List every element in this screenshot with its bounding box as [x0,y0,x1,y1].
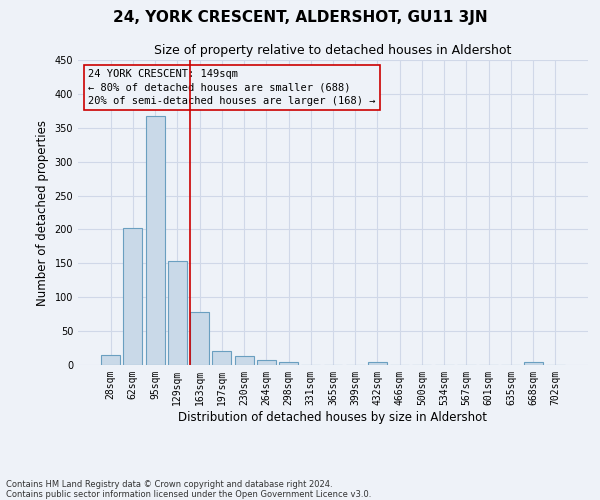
Bar [212,352,231,365]
Bar [146,116,164,365]
Bar [524,362,542,365]
Text: 24 YORK CRESCENT: 149sqm
← 80% of detached houses are smaller (688)
20% of semi-: 24 YORK CRESCENT: 149sqm ← 80% of detach… [88,69,376,106]
Bar [101,355,120,365]
Y-axis label: Number of detached properties: Number of detached properties [36,120,49,306]
Bar [190,312,209,365]
Title: Size of property relative to detached houses in Aldershot: Size of property relative to detached ho… [154,44,512,58]
Text: Contains HM Land Registry data © Crown copyright and database right 2024.
Contai: Contains HM Land Registry data © Crown c… [6,480,371,499]
Bar [168,262,187,365]
Bar [235,356,254,365]
Text: 24, YORK CRESCENT, ALDERSHOT, GU11 3JN: 24, YORK CRESCENT, ALDERSHOT, GU11 3JN [113,10,487,25]
X-axis label: Distribution of detached houses by size in Aldershot: Distribution of detached houses by size … [179,410,487,424]
Bar [279,362,298,365]
Bar [368,362,387,365]
Bar [124,228,142,365]
Bar [257,360,276,365]
